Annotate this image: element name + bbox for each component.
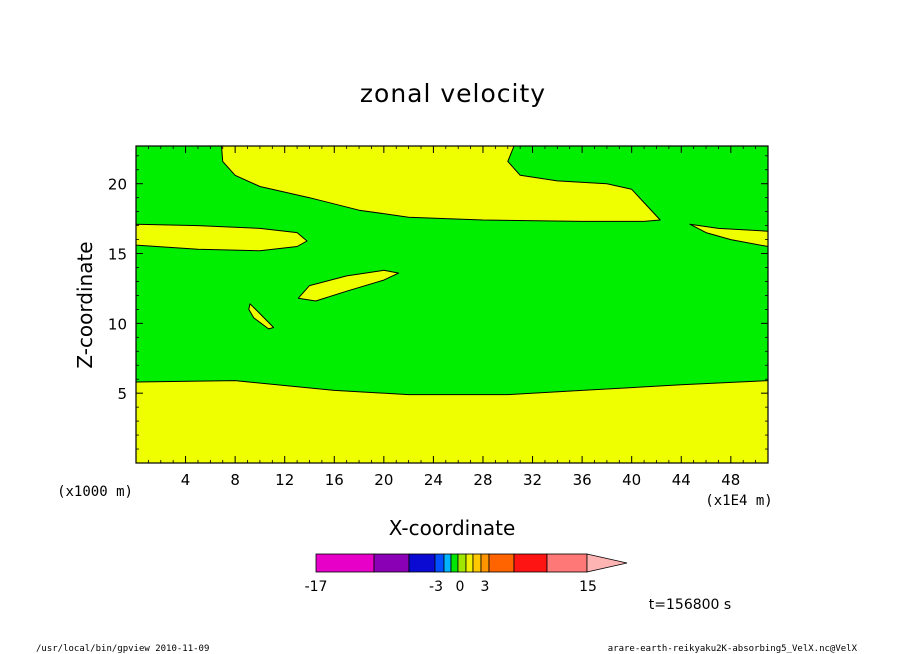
- colorbar-segment: [472, 553, 482, 573]
- time-label: t=156800 s: [649, 597, 731, 613]
- contour-region-left-lobe: [135, 223, 308, 252]
- x-tick-label: 12: [275, 471, 294, 489]
- x-tick-label: 28: [473, 471, 492, 489]
- x-tick-label: 8: [230, 471, 240, 489]
- y-tick-label: 10: [108, 315, 127, 333]
- y-axis-unit: (x1000 m): [57, 484, 133, 500]
- footer-left: /usr/local/bin/gpview 2010-11-09: [36, 644, 209, 654]
- colorbar-tick-label: 0: [456, 579, 465, 595]
- colorbar-segment: [373, 553, 410, 573]
- x-tick-label: 40: [622, 471, 641, 489]
- colorbar-tick-label: -17: [305, 579, 328, 595]
- y-tick-label: 20: [108, 176, 127, 194]
- contour-regions: [135, 145, 769, 464]
- y-axis-label: Z-coordinate: [73, 241, 97, 368]
- colorbar-segment: [434, 553, 445, 573]
- x-tick-label: 4: [181, 471, 191, 489]
- y-ticks: 5 10 15 20: [108, 155, 768, 450]
- x-tick-label: 20: [374, 471, 393, 489]
- y-tick-label: 5: [117, 385, 127, 403]
- y-tick-label: 15: [108, 246, 127, 264]
- x-ticks: 4 8 12 16 20 24 28 32 36 40 44 48: [147, 146, 757, 489]
- colorbar-segment: [450, 553, 459, 573]
- colorbar-segment: [488, 553, 515, 573]
- x-tick-label: 32: [523, 471, 542, 489]
- colorbar-extension-arrow: [586, 553, 628, 573]
- colorbar-tick-labels: -17 -3 0 3 15: [305, 579, 597, 595]
- colorbar-segment: [513, 553, 548, 573]
- colorbar-segment: [465, 553, 474, 573]
- x-axis-label: X-coordinate: [389, 516, 516, 540]
- colorbar-segment: [408, 553, 436, 573]
- colorbar-segment: [457, 553, 467, 573]
- chart-title: zonal velocity: [360, 79, 546, 108]
- x-tick-label: 48: [721, 471, 740, 489]
- colorbar-segment: [443, 553, 452, 573]
- colorbar-tick-label: 3: [481, 579, 490, 595]
- footer-right: arare-earth-reikyaku2K-absorbing5_VelX.n…: [608, 644, 858, 654]
- x-tick-label: 36: [573, 471, 592, 489]
- colorbar-segment: [546, 553, 588, 573]
- contour-region-small-lens: [297, 269, 400, 302]
- colorbar-segment: [315, 553, 375, 573]
- colorbar-tick-label: 15: [579, 579, 597, 595]
- colorbar: [315, 553, 628, 573]
- plot-frame: [135, 145, 769, 464]
- contour-region-upper-left-band: [221, 145, 661, 222]
- x-tick-label: 44: [672, 471, 691, 489]
- x-tick-label: 24: [424, 471, 443, 489]
- contour-region-tiny-island: [248, 303, 275, 330]
- colorbar-segment: [480, 553, 490, 573]
- x-axis-unit: (x1E4 m): [705, 493, 772, 509]
- x-tick-label: 16: [325, 471, 344, 489]
- colorbar-tick-label: -3: [429, 579, 443, 595]
